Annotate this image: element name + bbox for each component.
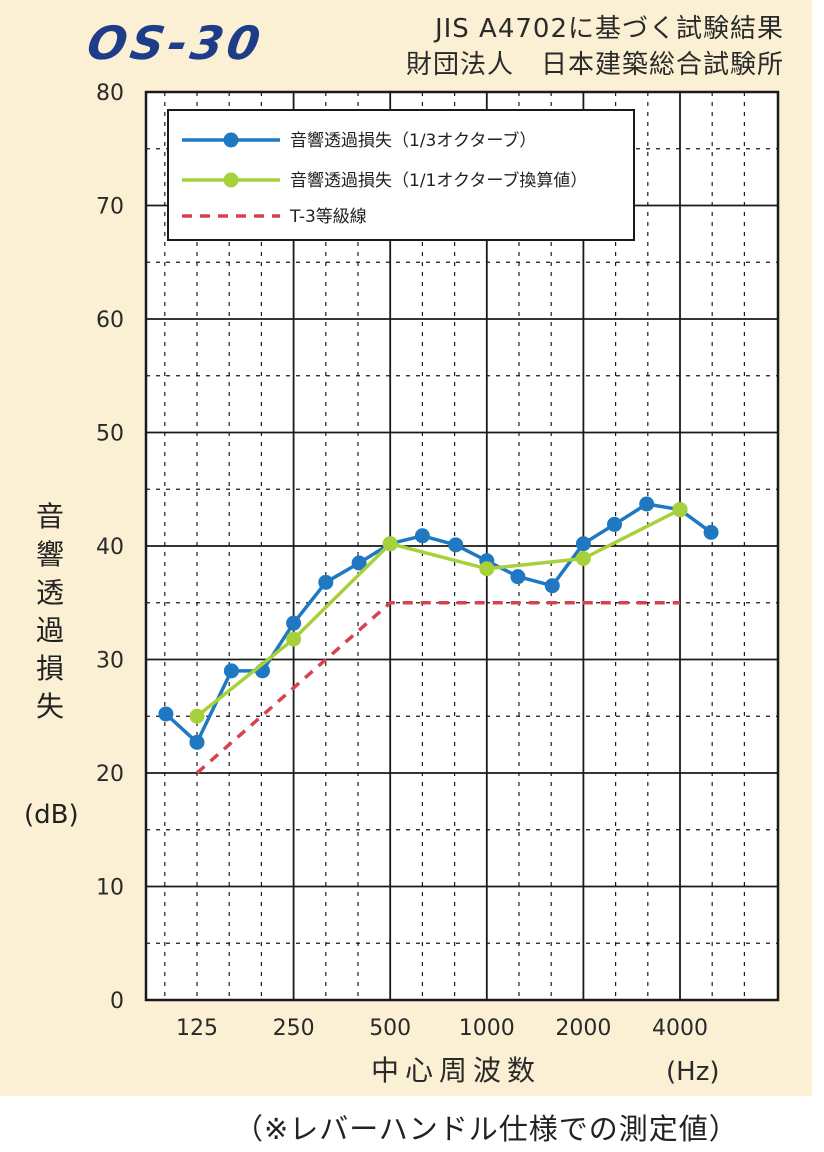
series-one-third-octave-point <box>223 663 239 679</box>
x-axis-unit: (Hz) <box>666 1057 720 1087</box>
legend-label: 音響透過損失（1/3オクターブ） <box>290 130 536 151</box>
series-octave-converted-point <box>286 631 302 647</box>
legend-swatch-marker <box>223 132 239 148</box>
x-tick-label: 4000 <box>652 1016 708 1041</box>
series-one-third-octave-point <box>189 734 205 750</box>
x-tick-label: 250 <box>273 1016 315 1041</box>
series-octave-converted-point <box>382 536 398 552</box>
legend-label: T-3等級線 <box>289 207 367 227</box>
series-one-third-octave-point <box>703 524 719 540</box>
series-one-third-octave-point <box>510 569 526 585</box>
x-tick-label: 2000 <box>555 1016 611 1041</box>
series-one-third-octave-point <box>286 615 302 631</box>
series-one-third-octave-point <box>158 706 174 722</box>
y-tick-label: 60 <box>96 308 124 333</box>
y-tick-label: 30 <box>96 649 124 674</box>
header-test-institute: 財団法人 日本建築総合試験所 <box>405 50 784 80</box>
y-axis-label: 音響透過損失 <box>35 500 64 723</box>
chart-svg: 0 10 20 30 40 50 60 70 80 125 250 500 1000 2000 4000 中心… <box>96 81 780 1087</box>
y-tick-label: 80 <box>96 81 124 106</box>
series-one-third-octave-point <box>318 574 334 590</box>
series-octave-converted-point <box>189 708 205 724</box>
series-one-third-octave-point <box>414 528 430 544</box>
legend-label: 音響透過損失（1/1オクターブ換算値） <box>290 170 587 191</box>
x-tick-label: 125 <box>176 1016 218 1041</box>
series-one-third-octave-point <box>351 555 367 571</box>
y-tick-label: 70 <box>96 195 124 220</box>
y-tick-label: 40 <box>96 535 124 560</box>
legend-swatch-marker <box>223 172 239 188</box>
legend-box <box>167 109 635 241</box>
series-octave-converted-line <box>195 508 681 718</box>
x-tick-label: 500 <box>369 1016 411 1041</box>
y-axis-unit: (dB) <box>24 800 79 830</box>
y-tick-label: 10 <box>96 876 124 901</box>
series-one-third-octave-point <box>544 578 560 594</box>
y-tick-label: 20 <box>96 762 124 787</box>
series-octave-converted-point <box>575 550 591 566</box>
x-tick-label: 1000 <box>459 1016 515 1041</box>
x-axis-label: 中心周波数 <box>371 1054 541 1087</box>
series-t3-grade-line-line <box>195 601 680 775</box>
y-tick-label: 0 <box>110 989 124 1014</box>
series-one-third-octave-point <box>448 537 464 553</box>
y-tick-label: 50 <box>96 422 124 447</box>
series-one-third-octave-point <box>639 496 655 512</box>
footnote: （※レバーハンドル仕様での測定値） <box>234 1112 739 1146</box>
header-test-standard: JIS A4702に基づく試験結果 <box>434 14 784 44</box>
series-one-third-octave-point <box>606 516 622 532</box>
series-octave-converted-point <box>479 561 495 577</box>
series-one-third-octave-point <box>575 536 591 552</box>
series-octave-converted-point <box>672 502 688 518</box>
